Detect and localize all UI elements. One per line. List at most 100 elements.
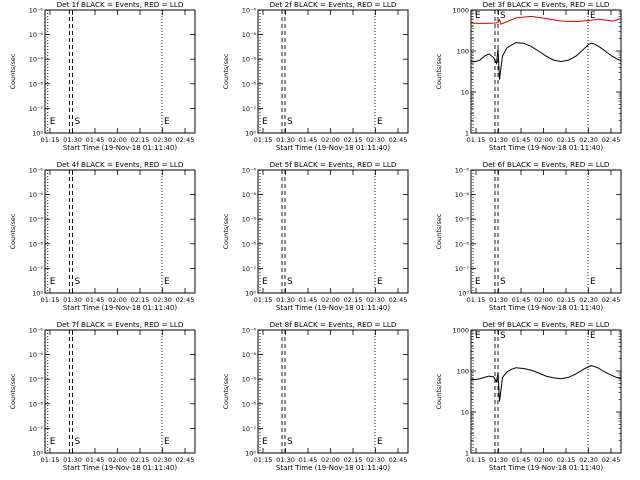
x-tick-label: 02:15 — [344, 456, 363, 464]
y-tick-label: 10⁰ — [245, 130, 256, 138]
x-tick-label: 02:00 — [534, 136, 553, 144]
x-tick-label: 01:15 — [41, 296, 60, 304]
y-axis-label: Counts/sec — [9, 53, 17, 89]
x-tick-label: 01:30 — [276, 456, 295, 464]
x-tick-label: 01:45 — [86, 296, 105, 304]
marker-label: E — [164, 437, 170, 447]
marker-label: E — [590, 11, 596, 21]
y-axis-label: Counts/sec — [435, 53, 443, 89]
chart-title: Det 9f BLACK = Events, RED = LLD — [483, 320, 610, 329]
x-tick-label: 02:15 — [344, 296, 363, 304]
y-tick-label: 10⁻⁶ — [242, 376, 257, 384]
y-tick-label: 10⁰ — [245, 450, 256, 458]
x-tick-label: 02:00 — [321, 296, 340, 304]
x-tick-label: 01:30 — [63, 456, 82, 464]
x-tick-label: 02:30 — [579, 136, 598, 144]
x-tick-label: 02:45 — [389, 456, 408, 464]
x-tick-label: 01:45 — [299, 136, 318, 144]
y-tick-label: 100 — [457, 48, 469, 56]
y-tick-label: 10⁻⁶ — [242, 240, 257, 248]
x-tick-label: 02:15 — [557, 296, 576, 304]
x-tick-label: 01:45 — [512, 296, 531, 304]
x-tick-label: 02:15 — [131, 296, 150, 304]
y-tick-label: 10⁰ — [458, 290, 469, 298]
marker-label: E — [590, 277, 596, 287]
y-tick-label: 10⁻⁶ — [29, 56, 44, 64]
y-tick-label: 10⁻⁶ — [455, 191, 470, 199]
y-tick-label: 10 — [461, 89, 469, 97]
x-tick-label: 02:00 — [108, 136, 127, 144]
series-line-events — [471, 365, 622, 402]
plot-frame — [470, 169, 622, 294]
y-tick-label: 1000 — [452, 7, 469, 15]
x-tick-label: 02:15 — [557, 456, 576, 464]
plot-frame — [257, 169, 409, 294]
x-tick-label: 02:45 — [602, 136, 621, 144]
x-tick-label: 01:15 — [41, 456, 60, 464]
y-tick-label: 10⁻⁶ — [29, 216, 44, 224]
chart-title: Det 7f BLACK = Events, RED = LLD — [57, 320, 184, 329]
x-tick-label: 02:00 — [534, 456, 553, 464]
x-tick-label: 02:30 — [366, 296, 385, 304]
y-tick-label: 10⁻⁶ — [455, 167, 470, 175]
x-tick-label: 01:15 — [254, 136, 273, 144]
marker-label: E — [590, 331, 596, 341]
chart-title: Det 6f BLACK = Events, RED = LLD — [483, 160, 610, 169]
y-tick-label: 100 — [457, 368, 469, 376]
x-tick-label: 02:15 — [131, 456, 150, 464]
x-tick-label: 02:30 — [579, 456, 598, 464]
x-tick-label: 02:45 — [176, 296, 195, 304]
x-axis-label: Start Time (19-Nov-18 01:11:40) — [63, 464, 177, 472]
marker-label: S — [500, 331, 506, 341]
series-line-events — [471, 42, 622, 80]
y-axis-label: Counts/sec — [222, 53, 230, 89]
x-tick-label: 01:30 — [63, 296, 82, 304]
chart-title: Det 1f BLACK = Events, RED = LLD — [57, 0, 184, 9]
x-axis-label: Start Time (19-Nov-18 01:11:40) — [63, 304, 177, 312]
x-tick-label: 02:00 — [321, 456, 340, 464]
plot-frame — [44, 169, 196, 294]
x-tick-label: 01:30 — [489, 456, 508, 464]
y-tick-label: 10⁻⁶ — [242, 31, 257, 39]
x-tick-label: 01:45 — [512, 136, 531, 144]
marker-label: S — [75, 117, 81, 127]
x-tick-label: 02:30 — [153, 296, 172, 304]
x-tick-label: 01:45 — [512, 456, 531, 464]
y-axis-label: Counts/sec — [222, 213, 230, 249]
marker-label: S — [75, 277, 81, 287]
x-tick-label: 01:15 — [254, 296, 273, 304]
y-tick-label: 10⁻⁶ — [29, 240, 44, 248]
x-tick-label: 02:45 — [389, 296, 408, 304]
x-tick-label: 01:15 — [41, 136, 60, 144]
y-axis-label: Counts/sec — [9, 213, 17, 249]
y-tick-label: 10⁻⁶ — [29, 80, 44, 88]
y-tick-label: 10⁻⁶ — [242, 400, 257, 408]
y-tick-label: 10⁻⁷ — [29, 265, 44, 273]
x-tick-label: 02:00 — [321, 136, 340, 144]
plot-frame — [257, 329, 409, 454]
plot-frame — [470, 9, 622, 134]
y-tick-label: 10⁻⁶ — [29, 191, 44, 199]
x-tick-label: 01:30 — [63, 136, 82, 144]
x-tick-label: 02:00 — [108, 296, 127, 304]
y-tick-label: 10⁻⁷ — [242, 105, 257, 113]
y-tick-label: 10⁻⁶ — [242, 327, 257, 335]
x-tick-label: 01:45 — [86, 456, 105, 464]
x-tick-label: 01:15 — [467, 136, 486, 144]
x-tick-label: 02:00 — [108, 456, 127, 464]
marker-label: S — [500, 277, 506, 287]
x-axis-label: Start Time (19-Nov-18 01:11:40) — [276, 464, 390, 472]
x-axis-label: Start Time (19-Nov-18 01:11:40) — [276, 304, 390, 312]
marker-label: E — [475, 331, 481, 341]
x-tick-label: 02:45 — [602, 296, 621, 304]
y-tick-label: 10⁻⁶ — [29, 400, 44, 408]
x-tick-label: 01:15 — [254, 456, 273, 464]
y-tick-label: 10⁻⁶ — [29, 327, 44, 335]
x-tick-label: 01:30 — [489, 296, 508, 304]
marker-label: E — [377, 117, 383, 127]
y-tick-label: 10⁻⁷ — [242, 265, 257, 273]
